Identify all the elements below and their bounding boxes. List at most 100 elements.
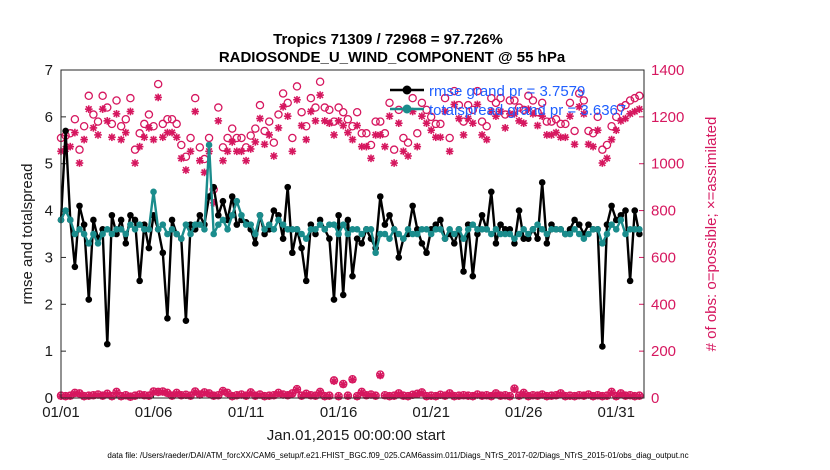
obs-possible-marker: [116, 122, 126, 131]
legend-label-rmse: rmse grand pr = 3.7579: [429, 83, 585, 100]
spread-point: [409, 230, 416, 238]
obs-possible-marker: [514, 103, 524, 112]
obs-possible-marker: [445, 133, 454, 143]
obs-assimilated-marker: [246, 145, 255, 153]
spread-point: [626, 226, 634, 233]
obs-possible-marker: [565, 98, 575, 108]
obs-assimilated-marker: [75, 159, 84, 167]
obs-possible-marker: [524, 91, 533, 101]
obs-assimilated-marker-low: [635, 392, 644, 400]
obs-assimilated-marker: [223, 147, 232, 156]
obs-assimilated-marker: [418, 112, 426, 120]
spread-point: [520, 226, 527, 233]
spread-point: [612, 226, 620, 233]
obs-assimilated-marker: [135, 142, 144, 151]
obs-assimilated-marker: [589, 142, 597, 151]
chart-title-line2: RADIOSONDE_U_WIND_COMPONENT @ 55 hPa: [219, 49, 566, 66]
obs-possible-marker: [246, 131, 255, 140]
x-axis-label: Jan.01,2015 00:00:00 start: [267, 427, 446, 444]
obs-assimilated-marker-low: [506, 392, 514, 401]
rmse-point: [168, 216, 176, 224]
series-lines: [57, 127, 643, 350]
obs-possible-marker: [107, 119, 117, 129]
spread-point: [233, 197, 241, 205]
obs-assimilated-marker: [566, 112, 574, 120]
spread-point: [603, 230, 611, 238]
obs-possible-marker: [186, 133, 195, 143]
spread-point: [302, 235, 310, 242]
obs-possible-marker: [237, 133, 246, 143]
obs-assimilated-marker: [172, 133, 181, 142]
rmse-point: [599, 343, 606, 350]
rmse-point: [460, 268, 467, 275]
obs-possible-marker: [482, 122, 491, 131]
obs-assimilated-marker: [71, 128, 79, 137]
obs-assimilated-marker: [580, 110, 588, 118]
spread-point: [168, 226, 176, 233]
y-tick-left-label: 3: [45, 249, 53, 266]
obs-possible-marker: [528, 96, 538, 105]
spread-point: [335, 230, 342, 238]
obs-assimilated-marker: [103, 117, 112, 125]
rmse-point: [62, 127, 69, 135]
plot-area: [61, 70, 644, 398]
obs-possible-marker: [218, 143, 228, 152]
obs-assimilated-marker: [191, 107, 199, 116]
rmse-point: [145, 244, 153, 252]
rmse-point: [543, 240, 551, 247]
obs-assimilated-marker: [330, 131, 338, 139]
obs-possible-marker: [547, 117, 556, 126]
obs-possible-marker: [103, 103, 112, 112]
obs-possible-marker: [463, 100, 473, 110]
rmse-point: [636, 230, 643, 238]
obs-possible-marker: [426, 112, 436, 122]
obs-possible-marker: [158, 119, 168, 129]
obs-assimilated-marker: [177, 154, 186, 163]
rmse-point: [196, 211, 204, 219]
rmse-point: [159, 249, 167, 257]
obs-possible-marker: [357, 129, 367, 138]
spread-point: [127, 221, 134, 228]
obs-assimilated-marker: [242, 156, 250, 165]
rmse-point: [275, 211, 282, 219]
obs-assimilated-marker-low: [371, 392, 380, 400]
spread-point: [62, 207, 69, 214]
spread-point: [437, 226, 444, 233]
spread-point: [330, 221, 338, 228]
spread-point: [562, 230, 569, 238]
obs-assimilated-marker: [66, 142, 75, 151]
obs-assimilated-marker: [593, 126, 602, 135]
obs-possible-marker: [468, 105, 478, 115]
spread-point: [543, 230, 551, 238]
legend: rmse grand pr = 3.7579 totalspread grand…: [390, 83, 626, 119]
obs-possible-marker: [561, 119, 570, 129]
obs-assimilated-marker: [196, 156, 204, 165]
rmse-point: [626, 277, 634, 285]
spread-point: [265, 221, 273, 228]
rmse-point: [261, 230, 268, 238]
obs-possible-marker: [574, 89, 584, 98]
obs-possible-marker: [112, 96, 121, 105]
obs-assimilated-marker: [533, 121, 542, 130]
obs-possible-marker: [380, 129, 390, 138]
obs-assimilated-marker: [404, 152, 412, 160]
rmse-point: [585, 221, 592, 228]
spread-point: [94, 240, 102, 247]
rmse-point: [122, 240, 130, 247]
obs-possible-marker: [366, 140, 376, 150]
spread-point: [585, 230, 592, 238]
obs-possible-marker: [403, 138, 413, 147]
spread-point: [191, 221, 199, 228]
spread-point: [464, 226, 472, 233]
spread-point: [534, 221, 541, 228]
spread-point: [525, 230, 532, 238]
spread-point: [390, 226, 398, 233]
obs-possible-marker: [292, 82, 302, 91]
obs-assimilated-marker: [464, 114, 472, 123]
obs-assimilated-marker: [348, 135, 357, 144]
obs-assimilated-marker-low: [330, 377, 338, 385]
obs-assimilated-marker: [131, 159, 139, 167]
obs-possible-marker: [371, 117, 380, 126]
rmse-point: [270, 207, 278, 214]
spread-point: [247, 221, 255, 228]
